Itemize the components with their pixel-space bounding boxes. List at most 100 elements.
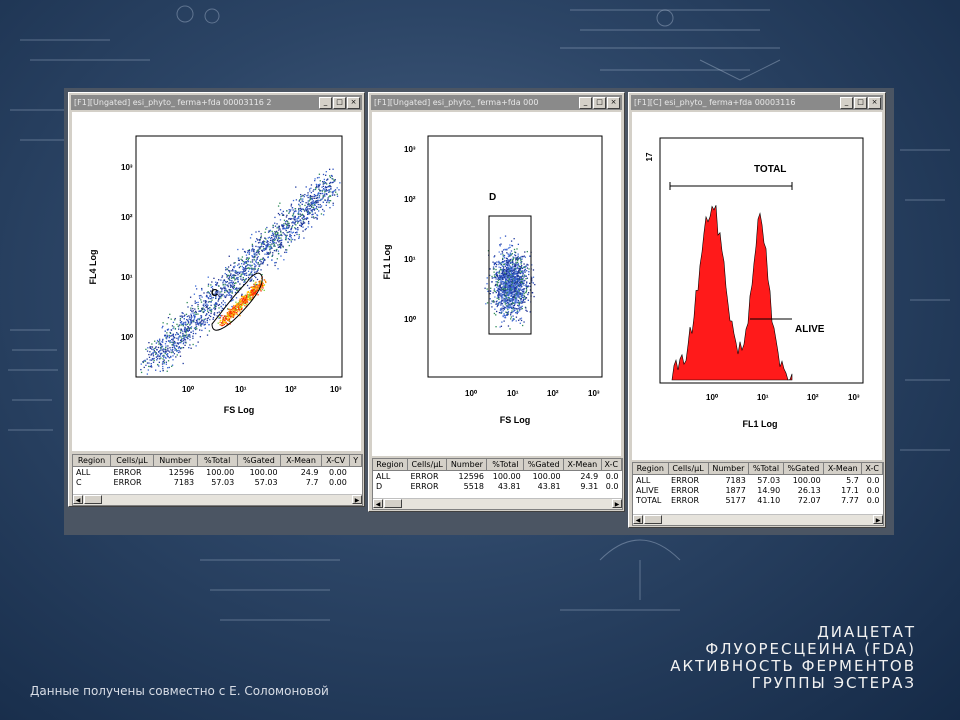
- scatter-dot: [191, 316, 193, 318]
- col-header[interactable]: Number: [446, 459, 488, 471]
- col-header[interactable]: %Total: [197, 455, 238, 467]
- stats-table[interactable]: Region Cells/µL Number %Total %Gated X-M…: [72, 454, 363, 506]
- stats-table[interactable]: Region Cells/µL Number %Total %Gated X-M…: [372, 458, 623, 510]
- scatter-dot: [526, 277, 529, 279]
- col-header[interactable]: Number: [708, 463, 750, 475]
- scatter-dot: [178, 336, 180, 338]
- col-header[interactable]: Cells/µL: [407, 459, 448, 471]
- horizontal-scrollbar[interactable]: ◀ ▶: [73, 494, 362, 505]
- scatter-dot: [523, 271, 525, 273]
- table-row[interactable]: ALIVE ERROR 1877 14.90 26.13 17.1 0.0: [636, 485, 880, 495]
- scatter-dot: [285, 227, 288, 230]
- col-header[interactable]: %Total: [486, 459, 525, 471]
- scatter-dot: [260, 287, 262, 289]
- scatter-dot: [495, 310, 498, 313]
- scatter-window-fl4[interactable]: [F1][Ungated] esi_phyto_ ferma+fda 00003…: [68, 92, 365, 507]
- horizontal-scrollbar[interactable]: ◀ ▶: [373, 498, 622, 509]
- histogram-window-fl1[interactable]: [F1][C] esi_phyto_ ferma+fda 00003116 _ …: [628, 92, 886, 528]
- scroll-thumb[interactable]: [384, 499, 402, 508]
- col-header[interactable]: Cells/µL: [668, 463, 709, 475]
- scatter-dot: [511, 307, 513, 310]
- col-header[interactable]: %Total: [748, 463, 784, 475]
- scatter-dot: [519, 271, 521, 273]
- minimize-icon[interactable]: _: [840, 97, 853, 109]
- gate-rect-d[interactable]: [488, 215, 532, 335]
- scatter-dot: [520, 301, 522, 303]
- col-header[interactable]: X-Mean: [563, 459, 602, 471]
- col-header[interactable]: X-Mean: [280, 455, 322, 467]
- scatter-dot: [525, 285, 527, 287]
- scatter-dot: [496, 275, 499, 278]
- scatter-dot: [244, 294, 247, 296]
- col-header[interactable]: %Gated: [523, 459, 565, 471]
- scatter-dot: [504, 235, 507, 237]
- close-icon[interactable]: ×: [347, 97, 360, 109]
- col-header[interactable]: X-C: [861, 463, 883, 475]
- scroll-left-icon[interactable]: ◀: [633, 515, 643, 524]
- scatter-dot: [201, 323, 203, 326]
- close-icon[interactable]: ×: [607, 97, 620, 109]
- scatter-dot: [288, 226, 290, 228]
- minimize-icon[interactable]: _: [579, 97, 592, 109]
- scroll-left-icon[interactable]: ◀: [73, 495, 83, 504]
- col-header[interactable]: Cells/µL: [110, 455, 154, 467]
- maximize-icon[interactable]: □: [854, 97, 867, 109]
- scatter-dot: [524, 301, 526, 303]
- scatter-dot: [156, 339, 159, 342]
- stats-table[interactable]: Region Cells/µL Number %Total %Gated X-M…: [632, 462, 884, 526]
- col-header[interactable]: %Gated: [783, 463, 825, 475]
- table-row[interactable]: D ERROR 5518 43.81 43.81 9.31 0.0: [376, 481, 619, 491]
- scatter-dot: [515, 262, 517, 264]
- scatter-window-fl1[interactable]: [F1][Ungated] esi_phyto_ ferma+fda 000 _…: [368, 92, 625, 512]
- scroll-right-icon[interactable]: ▶: [612, 499, 622, 508]
- scatter-dot: [502, 282, 505, 284]
- scroll-thumb[interactable]: [84, 495, 102, 504]
- plot-area[interactable]: TOTAL ALIVE 17 FL1 Log 10⁰ 10¹ 10² 10³: [632, 112, 882, 460]
- scatter-dot: [523, 301, 525, 303]
- scroll-right-icon[interactable]: ▶: [352, 495, 362, 504]
- scatter-dot: [515, 287, 517, 290]
- scroll-left-icon[interactable]: ◀: [373, 499, 383, 508]
- scroll-thumb[interactable]: [644, 515, 662, 524]
- scatter-dot: [516, 273, 518, 275]
- scatter-dot: [275, 237, 278, 239]
- scatter-dot: [303, 237, 305, 239]
- plot-area[interactable]: D FL1 Log FS Log 10³ 10² 10¹ 10⁰ 10⁰ 10¹…: [372, 112, 621, 456]
- scatter-dot: [283, 223, 285, 225]
- col-header[interactable]: X-Mean: [823, 463, 863, 475]
- table-row[interactable]: ALL ERROR 12596 100.00 100.00 24.9 0.0: [376, 471, 619, 481]
- table-row[interactable]: C ERROR 7183 57.03 57.03 7.7 0.00: [76, 477, 347, 487]
- minimize-icon[interactable]: _: [319, 97, 332, 109]
- horizontal-scrollbar[interactable]: ◀ ▶: [633, 514, 883, 525]
- col-header[interactable]: Region: [73, 455, 112, 467]
- col-header[interactable]: X-CV: [321, 455, 351, 467]
- table-row[interactable]: TOTAL ERROR 5177 41.10 72.07 7.77 0.0: [636, 495, 880, 505]
- col-header[interactable]: Number: [153, 455, 198, 467]
- scatter-dot: [486, 302, 489, 304]
- scatter-dot: [506, 313, 508, 316]
- scatter-dot: [257, 246, 259, 248]
- scatter-dot: [171, 344, 173, 346]
- scatter-dot: [307, 200, 309, 202]
- close-icon[interactable]: ×: [868, 97, 881, 109]
- maximize-icon[interactable]: □: [333, 97, 346, 109]
- col-header[interactable]: %Gated: [237, 455, 282, 467]
- scatter-dot: [178, 342, 180, 344]
- scatter-dot: [508, 296, 510, 299]
- maximize-icon[interactable]: □: [593, 97, 606, 109]
- col-header[interactable]: Region: [633, 463, 669, 475]
- scroll-right-icon[interactable]: ▶: [873, 515, 883, 524]
- table-row[interactable]: ALL ERROR 12596 100.00 100.00 24.9 0.00: [76, 467, 347, 477]
- col-header[interactable]: Y: [349, 455, 362, 467]
- scatter-dot: [518, 296, 520, 299]
- plot-area[interactable]: C FL4 Log FS Log 10³ 10² 10¹ 10⁰ 10⁰ 10¹…: [72, 112, 361, 451]
- scatter-dot: [321, 186, 323, 188]
- x-tick: 10⁰: [706, 393, 719, 402]
- scatter-dot: [171, 365, 173, 367]
- col-header[interactable]: X-C: [601, 459, 623, 471]
- scatter-dot: [232, 285, 234, 287]
- scatter-dot: [250, 271, 253, 274]
- table-row[interactable]: ALL ERROR 7183 57.03 100.00 5.7 0.0: [636, 475, 880, 485]
- col-header[interactable]: Region: [373, 459, 408, 471]
- scatter-dot: [293, 212, 295, 214]
